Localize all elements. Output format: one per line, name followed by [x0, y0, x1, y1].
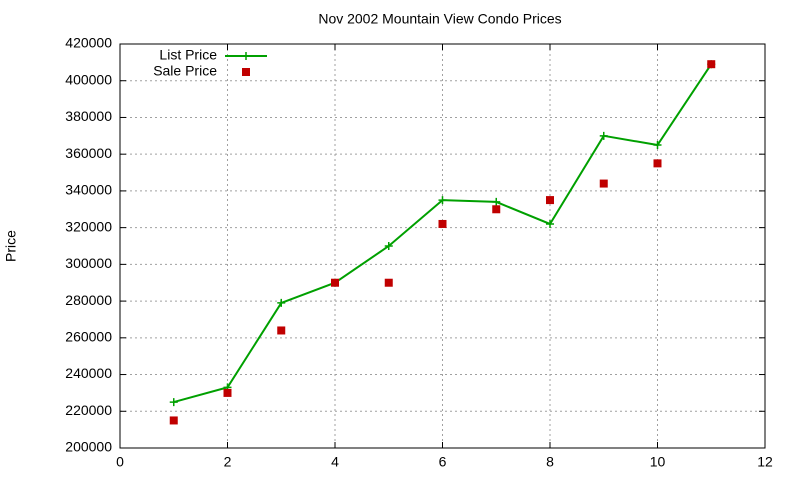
data-point [331, 278, 339, 287]
x-tick-label: 4 [331, 454, 339, 470]
data-point [492, 205, 501, 214]
y-tick-label: 260000 [65, 329, 112, 345]
y-tick-label: 420000 [65, 35, 112, 51]
data-point [384, 242, 393, 250]
data-point [546, 219, 554, 228]
x-tick-label: 12 [757, 454, 773, 470]
y-axis-label: Price [3, 230, 19, 262]
legend-label: Sale Price [153, 63, 217, 79]
y-tick-label: 220000 [65, 402, 112, 418]
y-tick-label: 200000 [65, 439, 112, 455]
y-tick-label: 360000 [65, 145, 112, 161]
legend-marker [242, 52, 250, 60]
data-point [438, 196, 447, 205]
plot-border [119, 43, 766, 449]
data-point [653, 141, 662, 149]
x-tick-label: 0 [116, 454, 124, 470]
data-point [492, 197, 501, 206]
data-point [169, 398, 178, 407]
y-tick-label: 280000 [65, 292, 112, 308]
data-point [546, 196, 554, 205]
y-tick-label: 400000 [65, 71, 112, 87]
data-point [277, 298, 286, 307]
data-point [223, 388, 232, 397]
data-point [599, 179, 608, 188]
data-point [277, 326, 286, 335]
data-point [707, 60, 716, 69]
data-point [169, 416, 178, 425]
legend-marker [242, 68, 250, 76]
x-tick-label: 8 [546, 454, 554, 470]
data-point [653, 159, 662, 168]
data-point [384, 278, 393, 287]
y-tick-label: 340000 [65, 182, 112, 198]
legend-label: List Price [159, 47, 217, 63]
data-point [438, 219, 447, 228]
x-tick-label: 10 [650, 454, 666, 470]
y-tick-label: 300000 [65, 255, 112, 271]
x-tick-label: 6 [439, 454, 447, 470]
chart-title: Nov 2002 Mountain View Condo Prices [318, 11, 561, 27]
x-tick-label: 2 [224, 454, 232, 470]
y-tick-label: 240000 [65, 365, 112, 381]
y-tick-label: 380000 [65, 108, 112, 124]
data-point [599, 131, 608, 140]
y-tick-label: 320000 [65, 218, 112, 234]
